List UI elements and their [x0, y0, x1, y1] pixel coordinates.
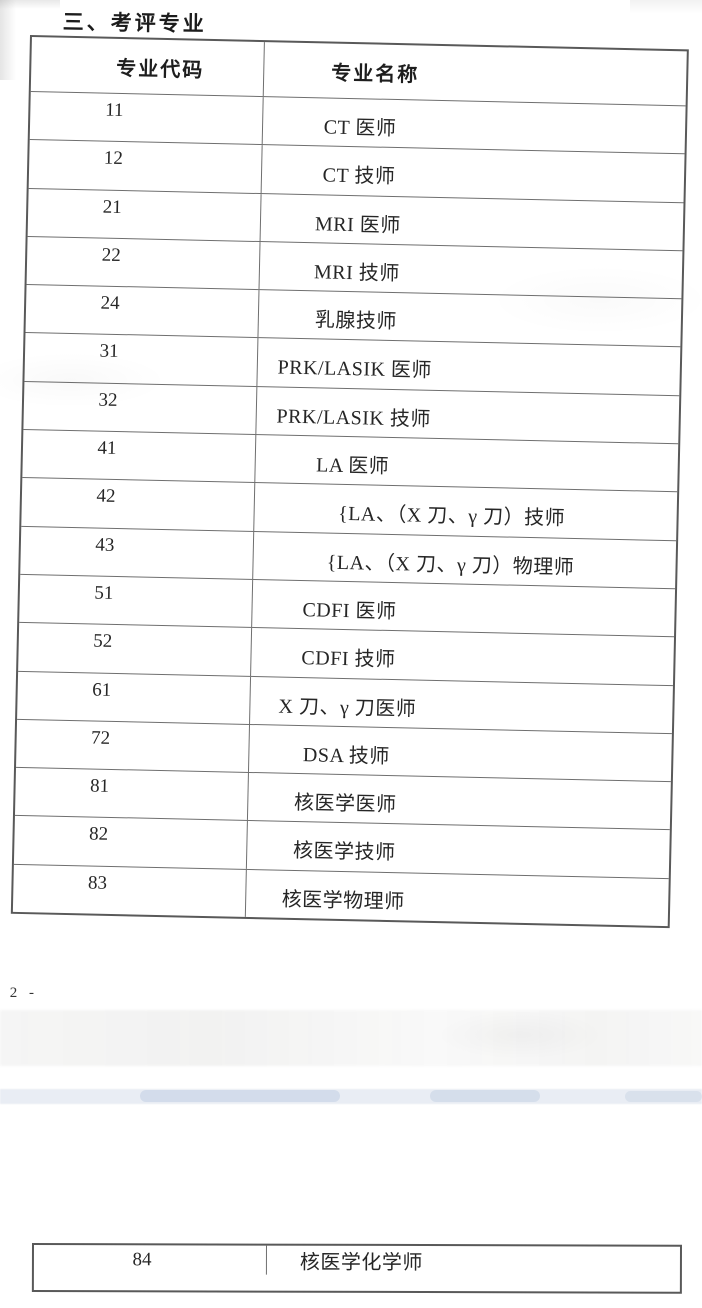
section-title: 三、考评专业: [62, 10, 207, 37]
code-cell: 11: [29, 92, 264, 145]
code-cell: 24: [25, 285, 260, 338]
scan-artifact-blue-band: [0, 1089, 702, 1104]
code-cell: 31: [24, 333, 259, 386]
table-row: 84 核医学化学师: [33, 1245, 680, 1276]
name-cell: 核医学物理师: [281, 888, 405, 914]
scan-shadow-top-edge: [0, 0, 60, 9]
specialty-table-body: 11 CT 医师 12 CT 技师 21 MRI 医师 22 MRI 技师 24 乳腺技师 31 PR…: [12, 92, 686, 927]
scan-shadow-left-edge: [0, 0, 16, 80]
header-cell-code: 专业代码: [30, 37, 265, 97]
header-cell-name: 专业名称: [331, 62, 420, 86]
name-cell: 核医学化学师: [299, 1251, 423, 1275]
code-cell: 51: [19, 574, 254, 628]
scan-smudge: [430, 1090, 540, 1102]
code-cell: 72: [16, 719, 251, 773]
code-cell: 21: [27, 188, 262, 241]
code-cell: 82: [13, 816, 248, 869]
code-cell: 32: [23, 381, 258, 435]
code-cell: 22: [26, 236, 261, 290]
scan-smudge: [625, 1091, 702, 1102]
scan-shadow-top-right: [630, 0, 702, 14]
code-cell: 43: [20, 526, 255, 579]
code-cell: 42: [21, 478, 256, 531]
scan-smudge: [140, 1090, 340, 1102]
specialty-table: 专业代码 专业名称 11 CT 医师 12 CT 技师 21 MRI 医师 22 MRI 技师…: [10, 35, 689, 929]
code-cell: 81: [14, 768, 249, 821]
code-cell: 12: [28, 140, 263, 193]
code-cell: 41: [22, 430, 257, 483]
continuation-table-body: 84 核医学化学师: [33, 1245, 680, 1276]
code-cell: 83: [12, 864, 247, 917]
code-cell: 61: [17, 671, 252, 724]
page-number: - 2 -: [0, 985, 35, 1001]
code-cell: 52: [18, 623, 253, 676]
code-cell: 84: [33, 1245, 267, 1275]
continuation-table: 84 核医学化学师: [31, 1243, 682, 1294]
scan-artifact-noise-band: [0, 1010, 702, 1066]
